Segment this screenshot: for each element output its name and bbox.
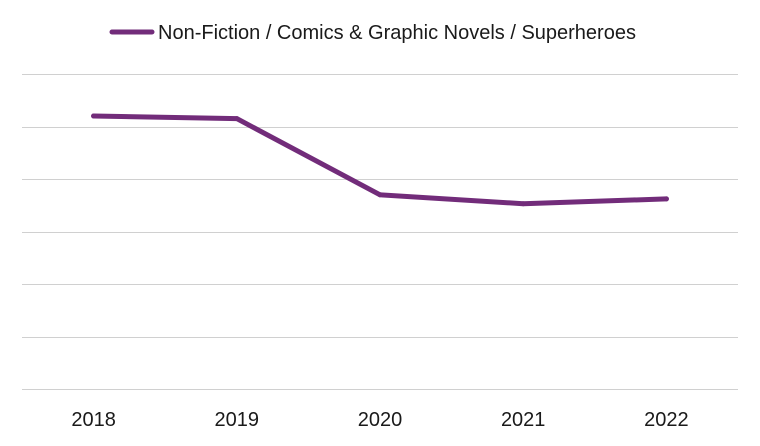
gridlines bbox=[22, 74, 738, 390]
data-point-2018 bbox=[91, 113, 97, 119]
data-point-2020 bbox=[377, 192, 383, 198]
legend-label: Non-Fiction / Comics & Graphic Novels / … bbox=[158, 22, 636, 44]
x-tick-label-2019: 2019 bbox=[215, 409, 260, 431]
x-tick-label-2022: 2022 bbox=[644, 409, 689, 431]
data-point-2021 bbox=[520, 201, 526, 207]
data-point-2019 bbox=[234, 116, 240, 122]
x-tick-label-2021: 2021 bbox=[501, 409, 546, 431]
legend: Non-Fiction / Comics & Graphic Novels / … bbox=[109, 22, 636, 44]
x-tick-label-2018: 2018 bbox=[71, 409, 116, 431]
series-line-0 bbox=[91, 113, 669, 207]
x-axis-tick-labels: 2018 2019 2020 2021 2022 bbox=[71, 409, 688, 431]
data-point-2022 bbox=[663, 196, 669, 202]
series-layer bbox=[91, 113, 669, 207]
x-tick-label-2020: 2020 bbox=[358, 409, 403, 431]
